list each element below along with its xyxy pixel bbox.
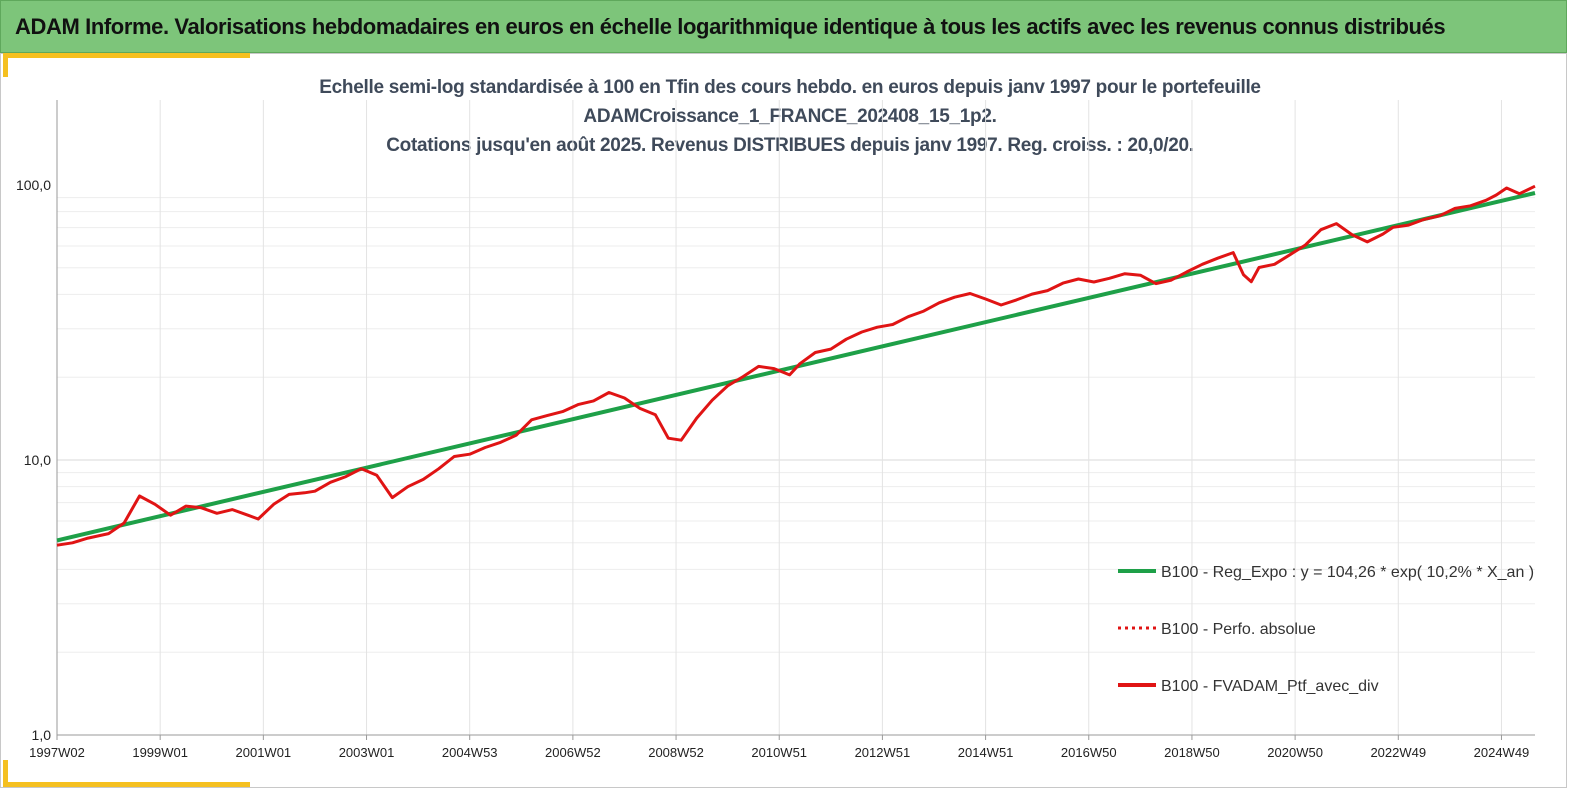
x-tick-label: 2010W51 xyxy=(751,745,807,760)
legend-label-2: B100 - Perfo. absolue xyxy=(1161,621,1316,638)
series-line-3 xyxy=(56,184,1536,547)
y-tick-label: 10,0 xyxy=(24,452,51,468)
x-tick-label: 2001W01 xyxy=(236,745,292,760)
x-tick-label: 2003W01 xyxy=(339,745,395,760)
x-tick-label: 2018W50 xyxy=(1164,745,1220,760)
x-tick-label: 2016W50 xyxy=(1061,745,1117,760)
y-tick-label: 1,0 xyxy=(32,727,52,743)
chart-title-line-1: Echelle semi-log standardisée à 100 en T… xyxy=(319,77,1261,98)
accent-bar-top xyxy=(4,53,250,58)
x-tick-label: 2020W50 xyxy=(1267,745,1323,760)
legend-label-3: B100 - FVADAM_Ptf_avec_div xyxy=(1161,678,1379,695)
chart-title-line-2: ADAMCroissance_1_FRANCE_202408_15_1p2. xyxy=(583,106,997,127)
x-tick-label: 2006W52 xyxy=(545,745,601,760)
accent-corner-bottom xyxy=(3,760,8,787)
x-tick-label: 2022W49 xyxy=(1370,745,1426,760)
accent-bar-bottom xyxy=(4,782,250,787)
x-tick-label: 2008W52 xyxy=(648,745,704,760)
x-tick-label: 1999W01 xyxy=(132,745,188,760)
x-tick-label: 2014W51 xyxy=(958,745,1014,760)
x-tick-label: 2004W53 xyxy=(442,745,498,760)
chart-frame xyxy=(0,53,1567,788)
axes: 1997W02 1999W01 2001W01 2003W01 2004W53 2006W… xyxy=(16,100,1535,760)
banner-title: ADAM Informe. Valorisations hebdomadaire… xyxy=(15,13,1446,39)
y-tick-label: 100,0 xyxy=(16,177,51,193)
header-banner: ADAM Informe. Valorisations hebdomadaire… xyxy=(0,0,1567,53)
legend: B100 - Reg_Expo : y = 104,26 * exp( 10,2… xyxy=(1118,564,1534,695)
chart-title-line-3: Cotations jusqu'en août 2025. Revenus DI… xyxy=(386,135,1194,156)
x-tick-label: 2012W51 xyxy=(855,745,911,760)
legend-label-1: B100 - Reg_Expo : y = 104,26 * exp( 10,2… xyxy=(1161,564,1534,581)
x-tick-label: 2024W49 xyxy=(1474,745,1530,760)
series xyxy=(56,184,1536,547)
grid xyxy=(56,100,1535,736)
x-tick-label: 1997W02 xyxy=(29,745,85,760)
accent-corner-top xyxy=(3,53,8,77)
